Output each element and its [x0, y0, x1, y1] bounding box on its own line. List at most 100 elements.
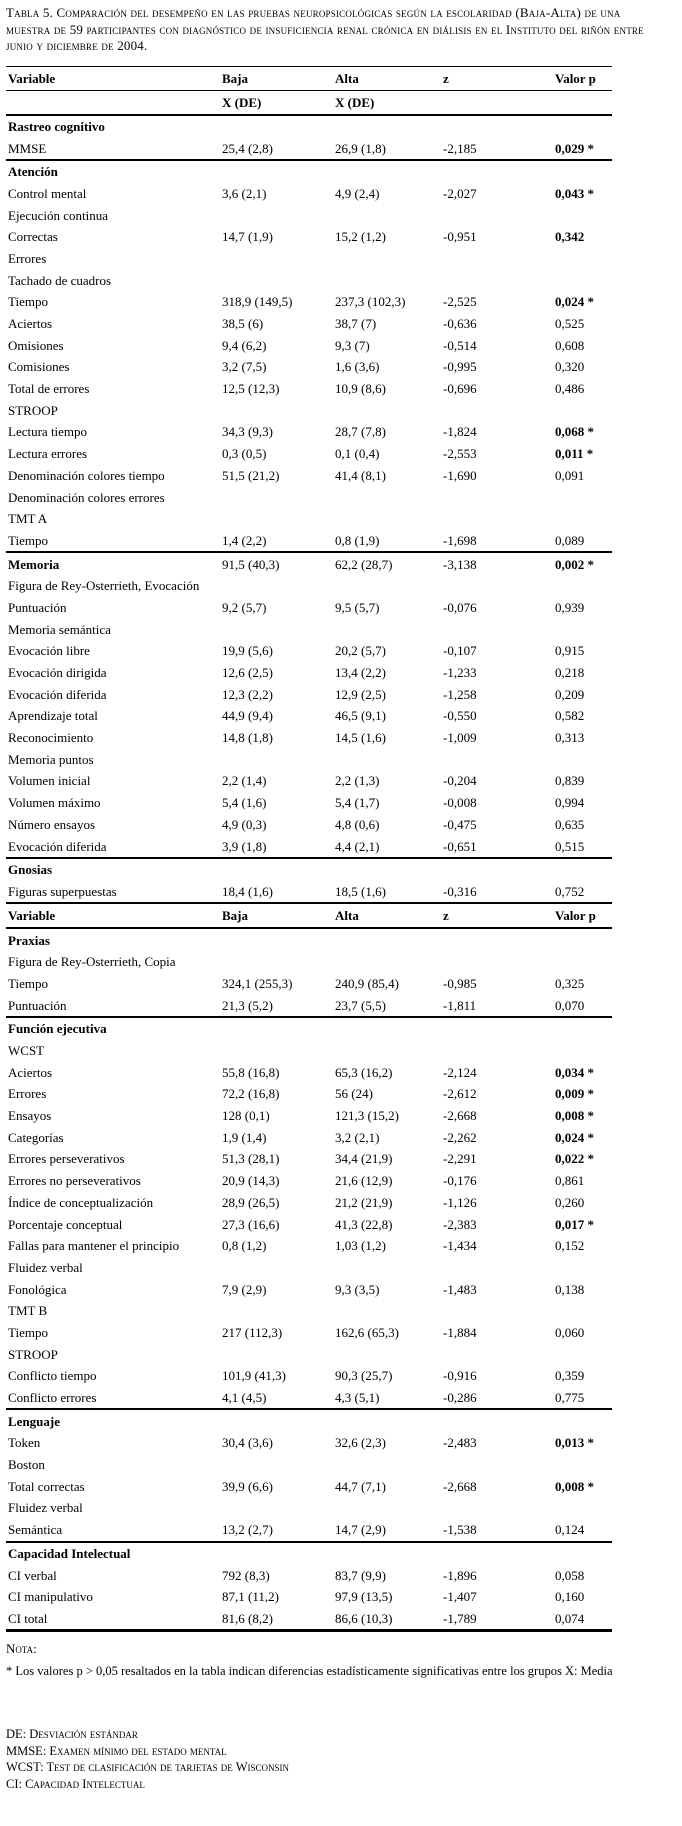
- variable-cell: Evocación dirigida: [8, 665, 107, 681]
- variable-cell: Aciertos: [8, 1064, 53, 1080]
- alta-cell: 86,6 (10,3): [335, 1610, 393, 1626]
- variable-cell: Evocación diferida: [8, 686, 107, 702]
- variable-cell: TMT A: [8, 511, 48, 527]
- table-row: Denominación colores errores: [6, 486, 612, 508]
- baja-cell: 81,6 (8,2): [222, 1610, 273, 1626]
- variable-cell: Fluidez verbal: [8, 1500, 83, 1516]
- valor-p-cell: 0,313: [555, 730, 585, 746]
- z-cell: -1,483: [443, 1281, 477, 1297]
- table-row: CI verbal 792 (8,3) 83,7 (9,9) -1,896 0,058: [6, 1564, 612, 1586]
- table-row: Denominación colores tiempo 51,5 (21,2) 41…: [6, 465, 612, 487]
- variable-cell: Errores perseverativos: [8, 1151, 125, 1167]
- valor-p-cell: 0,752: [555, 883, 585, 899]
- table-row: Ensayos 128 (0,1) 121,3 (15,2) -2,668 0,008 …: [6, 1105, 612, 1127]
- variable-cell: Tiempo: [8, 294, 48, 310]
- valor-p-cell: 0,582: [555, 708, 585, 724]
- variable-cell: Correctas: [8, 229, 58, 245]
- variable-cell: Lectura errores: [8, 446, 88, 462]
- valor-p-cell: 0,009 *: [555, 1086, 594, 1102]
- table-row: Memoria semántica: [6, 618, 612, 640]
- table-row: Conflicto errores 4,1 (4,5) 4,3 (5,1) -0,28…: [6, 1387, 612, 1411]
- table-row: Rastreo cognitivo: [6, 116, 612, 138]
- alta-cell: 41,4 (8,1): [335, 467, 386, 483]
- table-row: Aciertos 38,5 (6) 38,7 (7) -0,636 0,525: [6, 313, 612, 335]
- valor-p-cell: 0,043 *: [555, 185, 594, 201]
- variable-cell: Ensayos: [8, 1108, 52, 1124]
- variable-cell: Control mental: [8, 185, 87, 201]
- alta-cell: 21,2 (21,9): [335, 1194, 393, 1210]
- valor-p-cell: 0,325: [555, 975, 585, 991]
- variable-cell: Total de errores: [8, 381, 90, 397]
- variable-cell: WCST: [8, 1043, 45, 1059]
- table-row: Praxias: [6, 929, 612, 951]
- results-table: Variable Baja Alta z Valor p X (DE) X (DE) Rast…: [6, 65, 612, 1633]
- baja-cell: 101,9 (41,3): [222, 1368, 286, 1384]
- variable-cell: Tiempo: [8, 1324, 48, 1340]
- table-row: Puntuación 9,2 (5,7) 9,5 (5,7) -0,076 0,939: [6, 597, 612, 619]
- table-row: Evocación diferida 3,9 (1,8) 4,4 (2,1) -0,6…: [6, 835, 612, 859]
- baja-cell: 38,5 (6): [222, 316, 264, 332]
- valor-p-cell: 0,608: [555, 337, 585, 353]
- variable-cell: Variable: [8, 70, 56, 86]
- alta-cell: 1,6 (3,6): [335, 359, 380, 375]
- variable-cell: Figuras superpuestas: [8, 883, 117, 899]
- z-cell: -0,985: [443, 975, 477, 991]
- table-row: STROOP: [6, 1343, 612, 1365]
- z-cell: -0,696: [443, 381, 477, 397]
- z-cell: z: [443, 70, 449, 86]
- z-cell: -1,698: [443, 532, 477, 548]
- baja-cell: 44,9 (9,4): [222, 708, 273, 724]
- variable-cell: Denominación colores errores: [8, 489, 165, 505]
- baja-cell: 91,5 (40,3): [222, 556, 280, 572]
- z-cell: -2,027: [443, 185, 477, 201]
- valor-p-cell: 0,515: [555, 838, 585, 854]
- variable-cell: Errores: [8, 250, 47, 266]
- baja-cell: 14,7 (1,9): [222, 229, 273, 245]
- variable-cell: Conflicto tiempo: [8, 1368, 97, 1384]
- alta-cell: 9,5 (5,7): [335, 599, 380, 615]
- alta-cell: 2,2 (1,3): [335, 773, 380, 789]
- valor-p-cell: 0,260: [555, 1194, 585, 1210]
- variable-cell: Porcentaje conceptual: [8, 1216, 123, 1232]
- table-row: Índice de conceptualización 28,9 (26,5) 21…: [6, 1192, 612, 1214]
- table-row: Conflicto tiempo 101,9 (41,3) 90,3 (25,7) -…: [6, 1365, 612, 1387]
- valor-p-cell: 0,024 *: [555, 1129, 594, 1145]
- table-row: Fluidez verbal: [6, 1257, 612, 1279]
- valor-p-cell: 0,068 *: [555, 424, 594, 440]
- valor-p-cell: 0,342: [555, 229, 585, 245]
- table-row: Lectura tiempo 34,3 (9,3) 28,7 (7,8) -1,824…: [6, 421, 612, 443]
- variable-cell: Gnosias: [8, 862, 53, 878]
- table-row: Memoria 91,5 (40,3) 62,2 (28,7) -3,138 0,002…: [6, 553, 612, 575]
- alta-cell: X (DE): [335, 94, 375, 110]
- alta-cell: 4,4 (2,1): [335, 838, 380, 854]
- alta-cell: 62,2 (28,7): [335, 556, 393, 572]
- alta-cell: 240,9 (85,4): [335, 975, 399, 991]
- z-cell: -0,204: [443, 773, 477, 789]
- abbreviation-line-mmse: MMSE: Examen mínimo del estado mental: [6, 1743, 227, 1758]
- baja-cell: 792 (8,3): [222, 1567, 270, 1583]
- z-cell: -0,316: [443, 883, 477, 899]
- z-cell: -2,291: [443, 1151, 477, 1167]
- table-row: Total de errores 12,5 (12,3) 10,9 (8,6) -0,…: [6, 378, 612, 400]
- alta-cell: 121,3 (15,2): [335, 1108, 399, 1124]
- baja-cell: 1,9 (1,4): [222, 1129, 267, 1145]
- z-cell: -3,138: [443, 556, 477, 572]
- baja-cell: 9,4 (6,2): [222, 337, 267, 353]
- table-row: Errores 72,2 (16,8) 56 (24) -2,612 0,009 *: [6, 1083, 612, 1105]
- baja-cell: 1,4 (2,2): [222, 532, 267, 548]
- variable-cell: Atención: [8, 164, 58, 180]
- alta-cell: 23,7 (5,5): [335, 997, 386, 1013]
- variable-cell: Errores: [8, 1086, 47, 1102]
- valor-p-cell: Valor p: [555, 908, 596, 924]
- alta-cell: Alta: [335, 70, 359, 86]
- baja-cell: 19,9 (5,6): [222, 643, 273, 659]
- baja-cell: 0,3 (0,5): [222, 446, 267, 462]
- baja-cell: 324,1 (255,3): [222, 975, 293, 991]
- z-cell: -0,995: [443, 359, 477, 375]
- baja-cell: 51,3 (28,1): [222, 1151, 280, 1167]
- variable-cell: Categorías: [8, 1129, 64, 1145]
- z-cell: -0,076: [443, 599, 477, 615]
- z-cell: -0,636: [443, 316, 477, 332]
- abbreviation-line-wcst: WCST: Test de clasificación de tarjetas …: [6, 1760, 289, 1775]
- table-row: Figuras superpuestas 18,4 (1,6) 18,5 (1,6)…: [6, 881, 612, 905]
